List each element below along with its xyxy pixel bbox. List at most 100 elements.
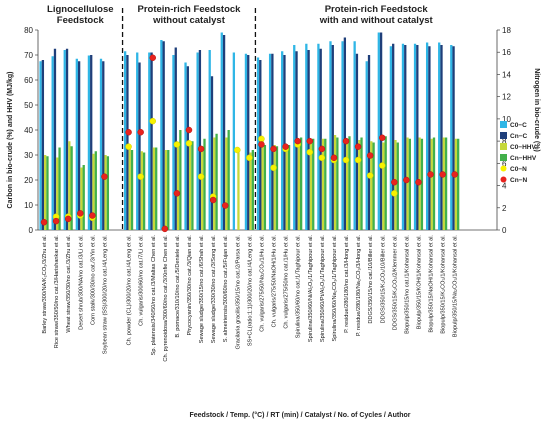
y-right-tick-label: 12 [502,93,511,102]
section-title-line1: Protein-rich Feedstock [325,4,429,15]
x-category-label: Spirulina/350/60/Ni/Al₂O₃/1/Taghipour et… [308,235,314,343]
point-Cn−N-26 [354,143,362,150]
legend-marker-Cn−N [500,176,507,183]
x-category-label: Sp. platensis/340/50/no cat./3/Maltas Ch… [151,235,157,356]
bar-C0−C-13 [196,52,199,230]
point-Cn−N-2 [64,215,72,223]
y-right-tick-label: 14 [502,70,511,79]
bar-Cn−HHV-11 [179,130,182,230]
section-title-line2: Feedstock [57,15,105,26]
bar-C0−C-0 [39,61,42,230]
point-Cn−N-0 [40,218,48,226]
x-category-label: Wheat straw/350/30/no cat./3/Zhu et al. [66,235,72,333]
bar-C0−C-26 [353,41,356,230]
bar-Cn−C-27 [367,55,371,230]
section-title-line2: with and without catalyst [319,15,434,26]
bar-Cn−C-11 [174,47,177,230]
point-C0−N-23 [318,154,326,162]
x-category-label: Soybean straw (SS)/300/20/no cat./4/Leng… [102,235,108,355]
point-C0−N-22 [306,148,314,156]
point-C0−N-7 [125,143,132,150]
x-category-label: Sewage sludge/350/15/no cat./6/Shah et a… [199,235,205,344]
bar-Cn−HHV-5 [106,156,110,230]
bar-C0−C-5 [99,58,103,230]
bar-Cn−HHV-18 [263,145,267,230]
bar-Cn−C-28 [379,32,383,230]
x-category-label: Ch. vulgaris/300/60/no cat./7/Li et al. [139,235,145,326]
bar-C0−C-19 [268,53,272,230]
x-category-label: P. residue/280/180/no cat./3/Hong et al. [344,235,350,333]
point-C0−N-11 [173,141,181,148]
bar-Cn−HHV-17 [251,150,254,230]
bar-Cn−HHV-26 [360,137,363,230]
bar-C0−HHV-17 [249,152,252,230]
point-Cn−N-12 [185,126,193,134]
x-category-label: Spirulina/350/60/no cat./1/Taghipour et … [296,235,302,339]
x-category-label: Ch. powder (CL)/300/20/no cat./4/Leng et… [127,235,133,346]
x-category-label: Biopulp/350/15/Na₂CO₃/1/Kohansal et al. [453,235,459,338]
legend: C0−C Cn−C C0−HHV Cn−HHV C0−N Cn−N [500,121,537,184]
bar-C0−HHV-15 [225,137,228,230]
bar-Cn−C-24 [331,45,334,230]
x-category-label: DDGS/350/15/K₂CO₃/10/Biller et al. [380,235,386,324]
legend-marker-C0−N [500,165,507,172]
bar-C0−C-15 [220,32,223,230]
point-Cn−N-23 [318,145,326,153]
bar-Cn−HHV-24 [336,137,339,230]
point-Cn−N-10 [161,225,169,233]
bar-Cn−HHV-32 [432,137,436,230]
bar-series [39,32,460,230]
bar-Cn−HHV-4 [94,151,97,230]
legend-label: Cn−N [510,177,527,184]
bar-C0−HHV-8 [140,151,143,230]
bar-C0−HHV-27 [370,141,373,230]
point-C0−N-17 [246,154,253,162]
bar-C0−HHV-3 [80,167,83,230]
point-C0−N-25 [342,156,350,164]
bar-C0−HHV-16 [237,152,240,230]
point-Cn−N-27 [366,152,374,159]
bar-C0−HHV-7 [128,147,131,230]
bar-Cn−HHV-3 [82,165,85,230]
point-Cn−N-30 [403,176,410,184]
bar-Cn−HHV-31 [420,138,424,230]
bar-C0−C-20 [281,51,284,230]
x-category-label: Phycocyanin/350/30/no cat./3/Qian et al. [187,235,193,336]
x-category-label: Rice straw/350/50/no cat./3/Harishankar … [54,235,60,349]
point-Cn−N-31 [415,178,422,186]
bar-C0−C-2 [63,50,66,230]
bar-C0−HHV-18 [261,141,264,230]
point-Cn−N-22 [306,137,314,145]
bar-Cn−HHV-0 [46,156,49,230]
bar-C0−C-12 [184,62,187,230]
bar-C0−HHV-5 [104,155,107,230]
bar-Cn−C-33 [440,45,443,230]
x-category-label: DDGS/350/15/K₂CO₃/2/Klemmer et al. [392,235,398,331]
bar-Cn−C-13 [198,50,202,230]
point-Cn−N-8 [137,128,144,136]
x-category-label: Biopulp/350/15/no cat./1/Kohansal et al. [404,235,410,334]
bar-Cn−C-29 [392,43,395,230]
point-Cn−N-18 [258,141,265,148]
legend-swatch-C0−C [500,121,507,128]
section-title-line1: Lignocellulose [47,4,114,15]
point-C0−N-9 [149,117,156,125]
bar-Cn−HHV-28 [384,136,387,230]
x-category-label: Barley straw/300/NA/K₂CO₃/3/Zhu et al. [42,235,48,334]
point-C0−N-27 [366,172,374,179]
axes: 0 10 20 30 40 50 60 70 80 0 2 4 6 8 10 12 14 16 18 [24,8,511,235]
point-C0−N-29 [391,190,398,197]
bar-C0−HHV-19 [273,145,276,230]
bar-Cn−C-20 [283,55,286,230]
bar-C0−C-14 [208,50,211,230]
bar-Cn−HHV-22 [312,138,315,230]
point-Cn−N-15 [221,202,229,209]
bar-C0−C-7 [124,51,127,230]
bar-Cn−C-34 [452,46,455,230]
bar-C0−HHV-30 [406,137,409,230]
bar-Cn−C-0 [41,60,45,230]
point-series [40,54,458,233]
bar-C0−HHV-1 [56,157,59,230]
bar-Cn−C-2 [65,48,69,230]
